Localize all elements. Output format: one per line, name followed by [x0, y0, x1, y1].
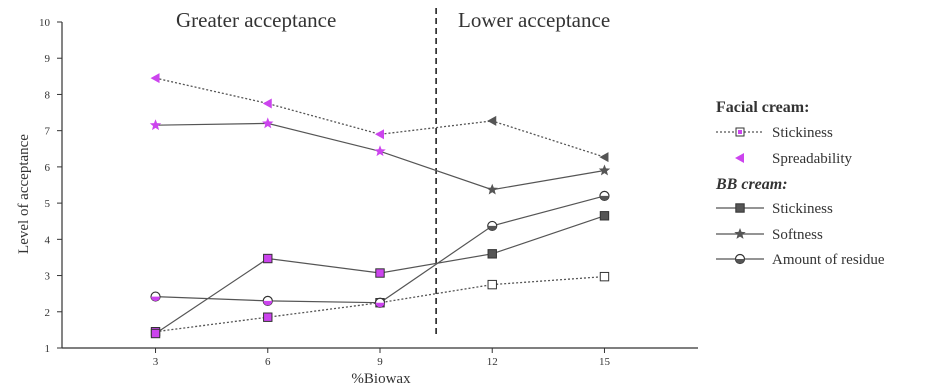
y-tick-label: 4 [45, 234, 51, 246]
data-point [262, 98, 272, 109]
data-point-fill [487, 225, 497, 231]
y-tick-label: 3 [45, 271, 51, 283]
data-point [486, 183, 498, 195]
series-lines [155, 77, 605, 334]
series-markers [149, 73, 611, 339]
data-point-fill [263, 300, 273, 306]
data-point [150, 73, 160, 84]
region-label-right: Lower acceptance [458, 8, 610, 32]
legend-label: Stickiness [772, 201, 833, 217]
y-tick-label: 2 [45, 307, 51, 319]
data-point [487, 279, 497, 290]
y-tick-label: 7 [45, 126, 51, 138]
y-tick-label: 5 [45, 198, 51, 210]
data-point [599, 152, 609, 163]
data-point [149, 119, 162, 131]
x-axis-label: %Biowax [351, 371, 411, 387]
legend-label: Spreadability [772, 151, 852, 167]
legend-marker [735, 203, 745, 213]
x-tick-label: 12 [487, 356, 498, 368]
data-point [599, 271, 610, 282]
data-point [599, 211, 610, 221]
region-label-left: Greater acceptance [176, 8, 336, 32]
x-tick-label: 9 [377, 356, 383, 368]
y-tick-label: 1 [45, 343, 51, 355]
x-tick-label: 3 [153, 356, 159, 368]
data-point [263, 253, 273, 264]
legend: Facial cream: BB cream: Stickiness Spread… [715, 99, 885, 268]
data-point-fill [151, 296, 161, 302]
data-point [487, 249, 497, 259]
y-tick-label: 10 [39, 17, 51, 29]
data-point-fill [375, 302, 385, 308]
legend-marker [734, 228, 746, 239]
legend-marker-fill [738, 130, 742, 134]
y-axis-label: Level of acceptance [16, 134, 32, 254]
legend-group-facial: Facial cream: [716, 99, 809, 116]
y-tick-label: 9 [45, 53, 51, 65]
series-line-0 [155, 275, 605, 333]
legend-label: Amount of residue [772, 252, 885, 268]
data-point [262, 117, 274, 129]
y-tick-label: 8 [45, 89, 51, 101]
legend-label: Stickiness [772, 125, 833, 141]
data-point [375, 129, 384, 140]
y-tick-label: 6 [45, 162, 51, 174]
series-line-4 [155, 195, 605, 304]
data-point [150, 328, 161, 339]
legend-group-bb: BB cream: [715, 176, 788, 193]
x-tick-label: 15 [599, 356, 611, 368]
data-point [598, 164, 611, 176]
x-tick-label: 6 [265, 356, 271, 368]
series-line-1 [155, 77, 605, 158]
legend-marker-fill [735, 259, 745, 264]
data-point [375, 268, 385, 278]
data-point [374, 145, 386, 157]
data-point [263, 312, 273, 322]
data-point [487, 115, 497, 126]
legend-label: Softness [772, 227, 823, 243]
legend-marker [735, 153, 744, 163]
data-point-fill [599, 195, 609, 201]
